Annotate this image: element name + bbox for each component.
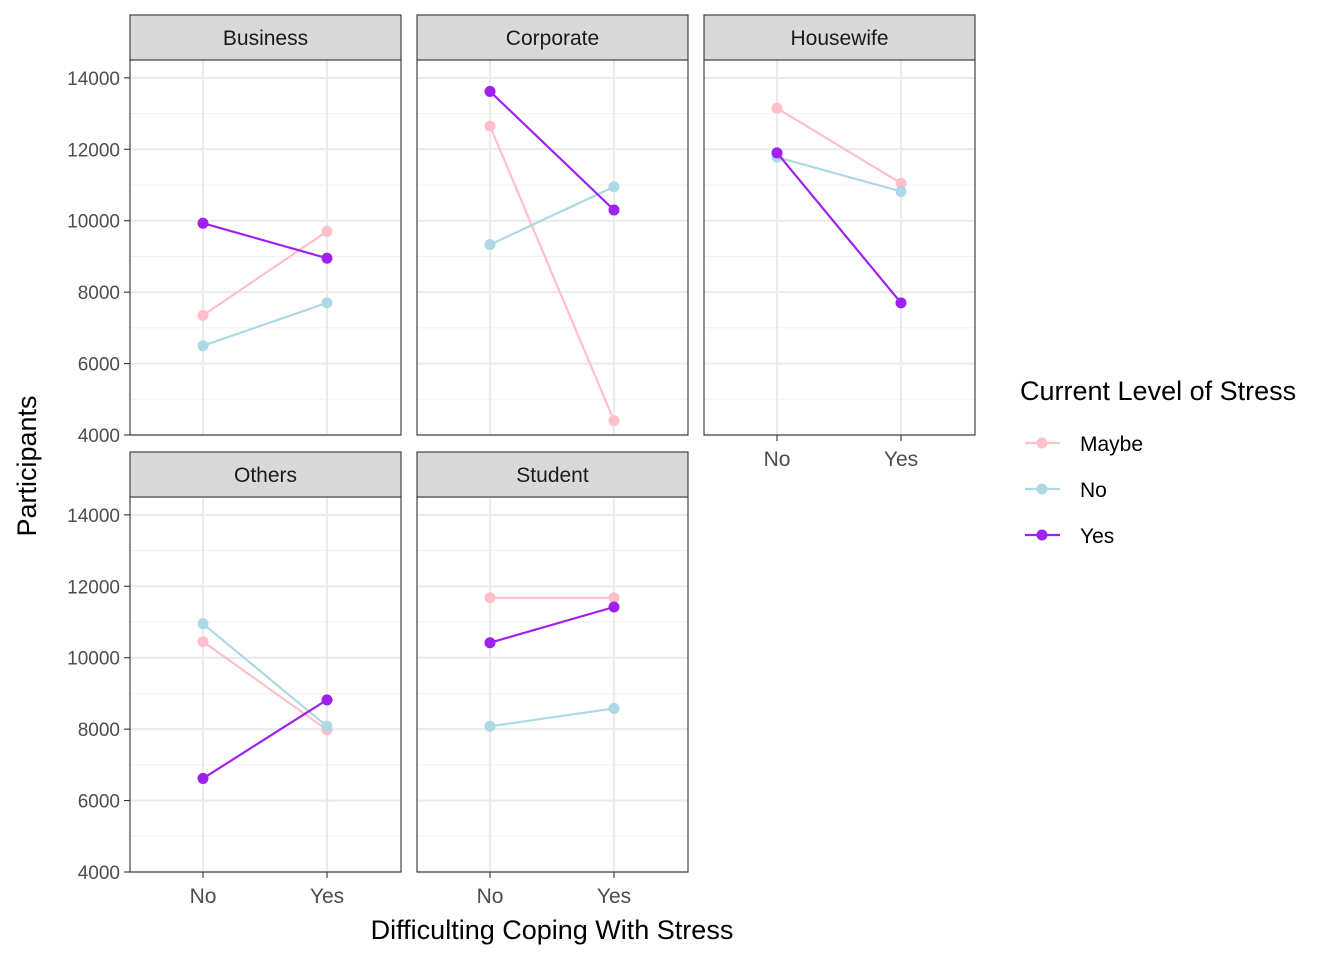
y-tick-label: 4000 [78, 863, 120, 884]
data-point-business-maybe-yes [321, 225, 333, 237]
facet-strip-corporate [416, 14, 689, 61]
data-point-corporate-yes-yes [608, 204, 620, 216]
data-point-housewife-no-yes [895, 185, 907, 197]
data-point-student-yes-no [484, 637, 496, 649]
panel-background-housewife [704, 60, 975, 435]
facet-strip-others [129, 451, 402, 498]
series-line-housewife-yes [776, 152, 902, 304]
data-point-others-yes-no [197, 772, 209, 784]
data-point-student-no-no [484, 720, 496, 732]
legend-key-point-no [1036, 483, 1048, 495]
x-tick-label: Yes [310, 885, 344, 908]
data-point-others-yes-yes [321, 694, 333, 706]
y-tick-label: 6000 [78, 355, 120, 376]
series-line-others-no [202, 622, 328, 728]
data-point-student-maybe-yes [608, 592, 620, 604]
data-point-student-maybe-no [484, 592, 496, 604]
data-point-housewife-yes-yes [895, 297, 907, 309]
data-point-corporate-maybe-yes [608, 415, 620, 427]
facet-label: Business [223, 27, 308, 50]
legend-title: Current Level of Stress [1020, 376, 1296, 406]
series-line-business-no [202, 301, 328, 347]
data-point-others-no-yes [321, 720, 333, 732]
data-point-others-no-no [197, 618, 209, 630]
facet-label: Student [516, 464, 589, 487]
series-line-others-maybe [202, 640, 328, 731]
y-tick-label: 12000 [67, 577, 120, 598]
data-point-corporate-maybe-no [484, 120, 496, 132]
data-point-housewife-yes-no [771, 147, 783, 159]
y-tick-label: 10000 [67, 649, 120, 670]
data-point-business-no-yes [321, 297, 333, 309]
data-point-others-maybe-no [197, 636, 209, 648]
x-axis-title: Difficulting Coping With Stress [371, 915, 734, 945]
y-tick-label: 14000 [67, 506, 120, 527]
legend-label-no: No [1080, 479, 1107, 502]
x-tick-label: No [477, 885, 504, 908]
series-line-housewife-maybe [776, 107, 902, 185]
data-point-corporate-yes-no [484, 85, 496, 97]
y-tick-label: 6000 [78, 792, 120, 813]
series-line-student-no [489, 707, 615, 728]
x-tick-label: No [190, 885, 217, 908]
data-point-corporate-no-no [484, 239, 496, 251]
x-tick-label: Yes [884, 448, 918, 471]
legend-label-maybe: Maybe [1080, 433, 1143, 456]
legend-key-point-maybe [1036, 437, 1048, 449]
y-tick-label: 8000 [78, 283, 120, 304]
data-point-housewife-maybe-no [771, 102, 783, 114]
data-point-student-yes-yes [608, 601, 620, 613]
series-line-business-yes [202, 222, 328, 260]
series-line-student-yes [489, 605, 615, 644]
y-tick-label: 14000 [67, 69, 120, 90]
facet-label: Corporate [506, 27, 599, 50]
y-axis-title: Participants [12, 395, 42, 536]
data-point-student-no-yes [608, 702, 620, 714]
data-point-corporate-no-yes [608, 181, 620, 193]
data-point-business-yes-yes [321, 252, 333, 264]
facet-label: Housewife [790, 27, 888, 50]
x-tick-label: Yes [597, 885, 631, 908]
series-line-business-maybe [202, 230, 328, 317]
legend-key-point-yes [1036, 529, 1048, 541]
legend-label-yes: Yes [1080, 525, 1114, 548]
y-tick-label: 10000 [67, 212, 120, 233]
facet-strip-student [416, 451, 689, 498]
y-tick-label: 8000 [78, 720, 120, 741]
facet-strip-business [129, 14, 402, 61]
data-point-business-yes-no [197, 217, 209, 229]
series-line-corporate-yes [489, 90, 615, 211]
series-line-corporate-no [489, 185, 615, 246]
panel-background-business [130, 60, 401, 435]
series-line-housewife-no [776, 156, 902, 193]
y-tick-label: 12000 [67, 140, 120, 161]
data-point-business-no-no [197, 340, 209, 352]
series-line-others-yes [202, 698, 328, 780]
data-point-housewife-maybe-yes [895, 177, 907, 189]
facet-strip-housewife [703, 14, 976, 61]
y-tick-label: 4000 [78, 426, 120, 447]
panel-background-corporate [417, 60, 688, 435]
data-point-business-maybe-no [197, 309, 209, 321]
panel-background-others [130, 497, 401, 872]
facet-label: Others [234, 464, 297, 487]
x-tick-label: No [764, 448, 791, 471]
panel-background-student [417, 497, 688, 872]
series-line-corporate-maybe [488, 125, 616, 422]
